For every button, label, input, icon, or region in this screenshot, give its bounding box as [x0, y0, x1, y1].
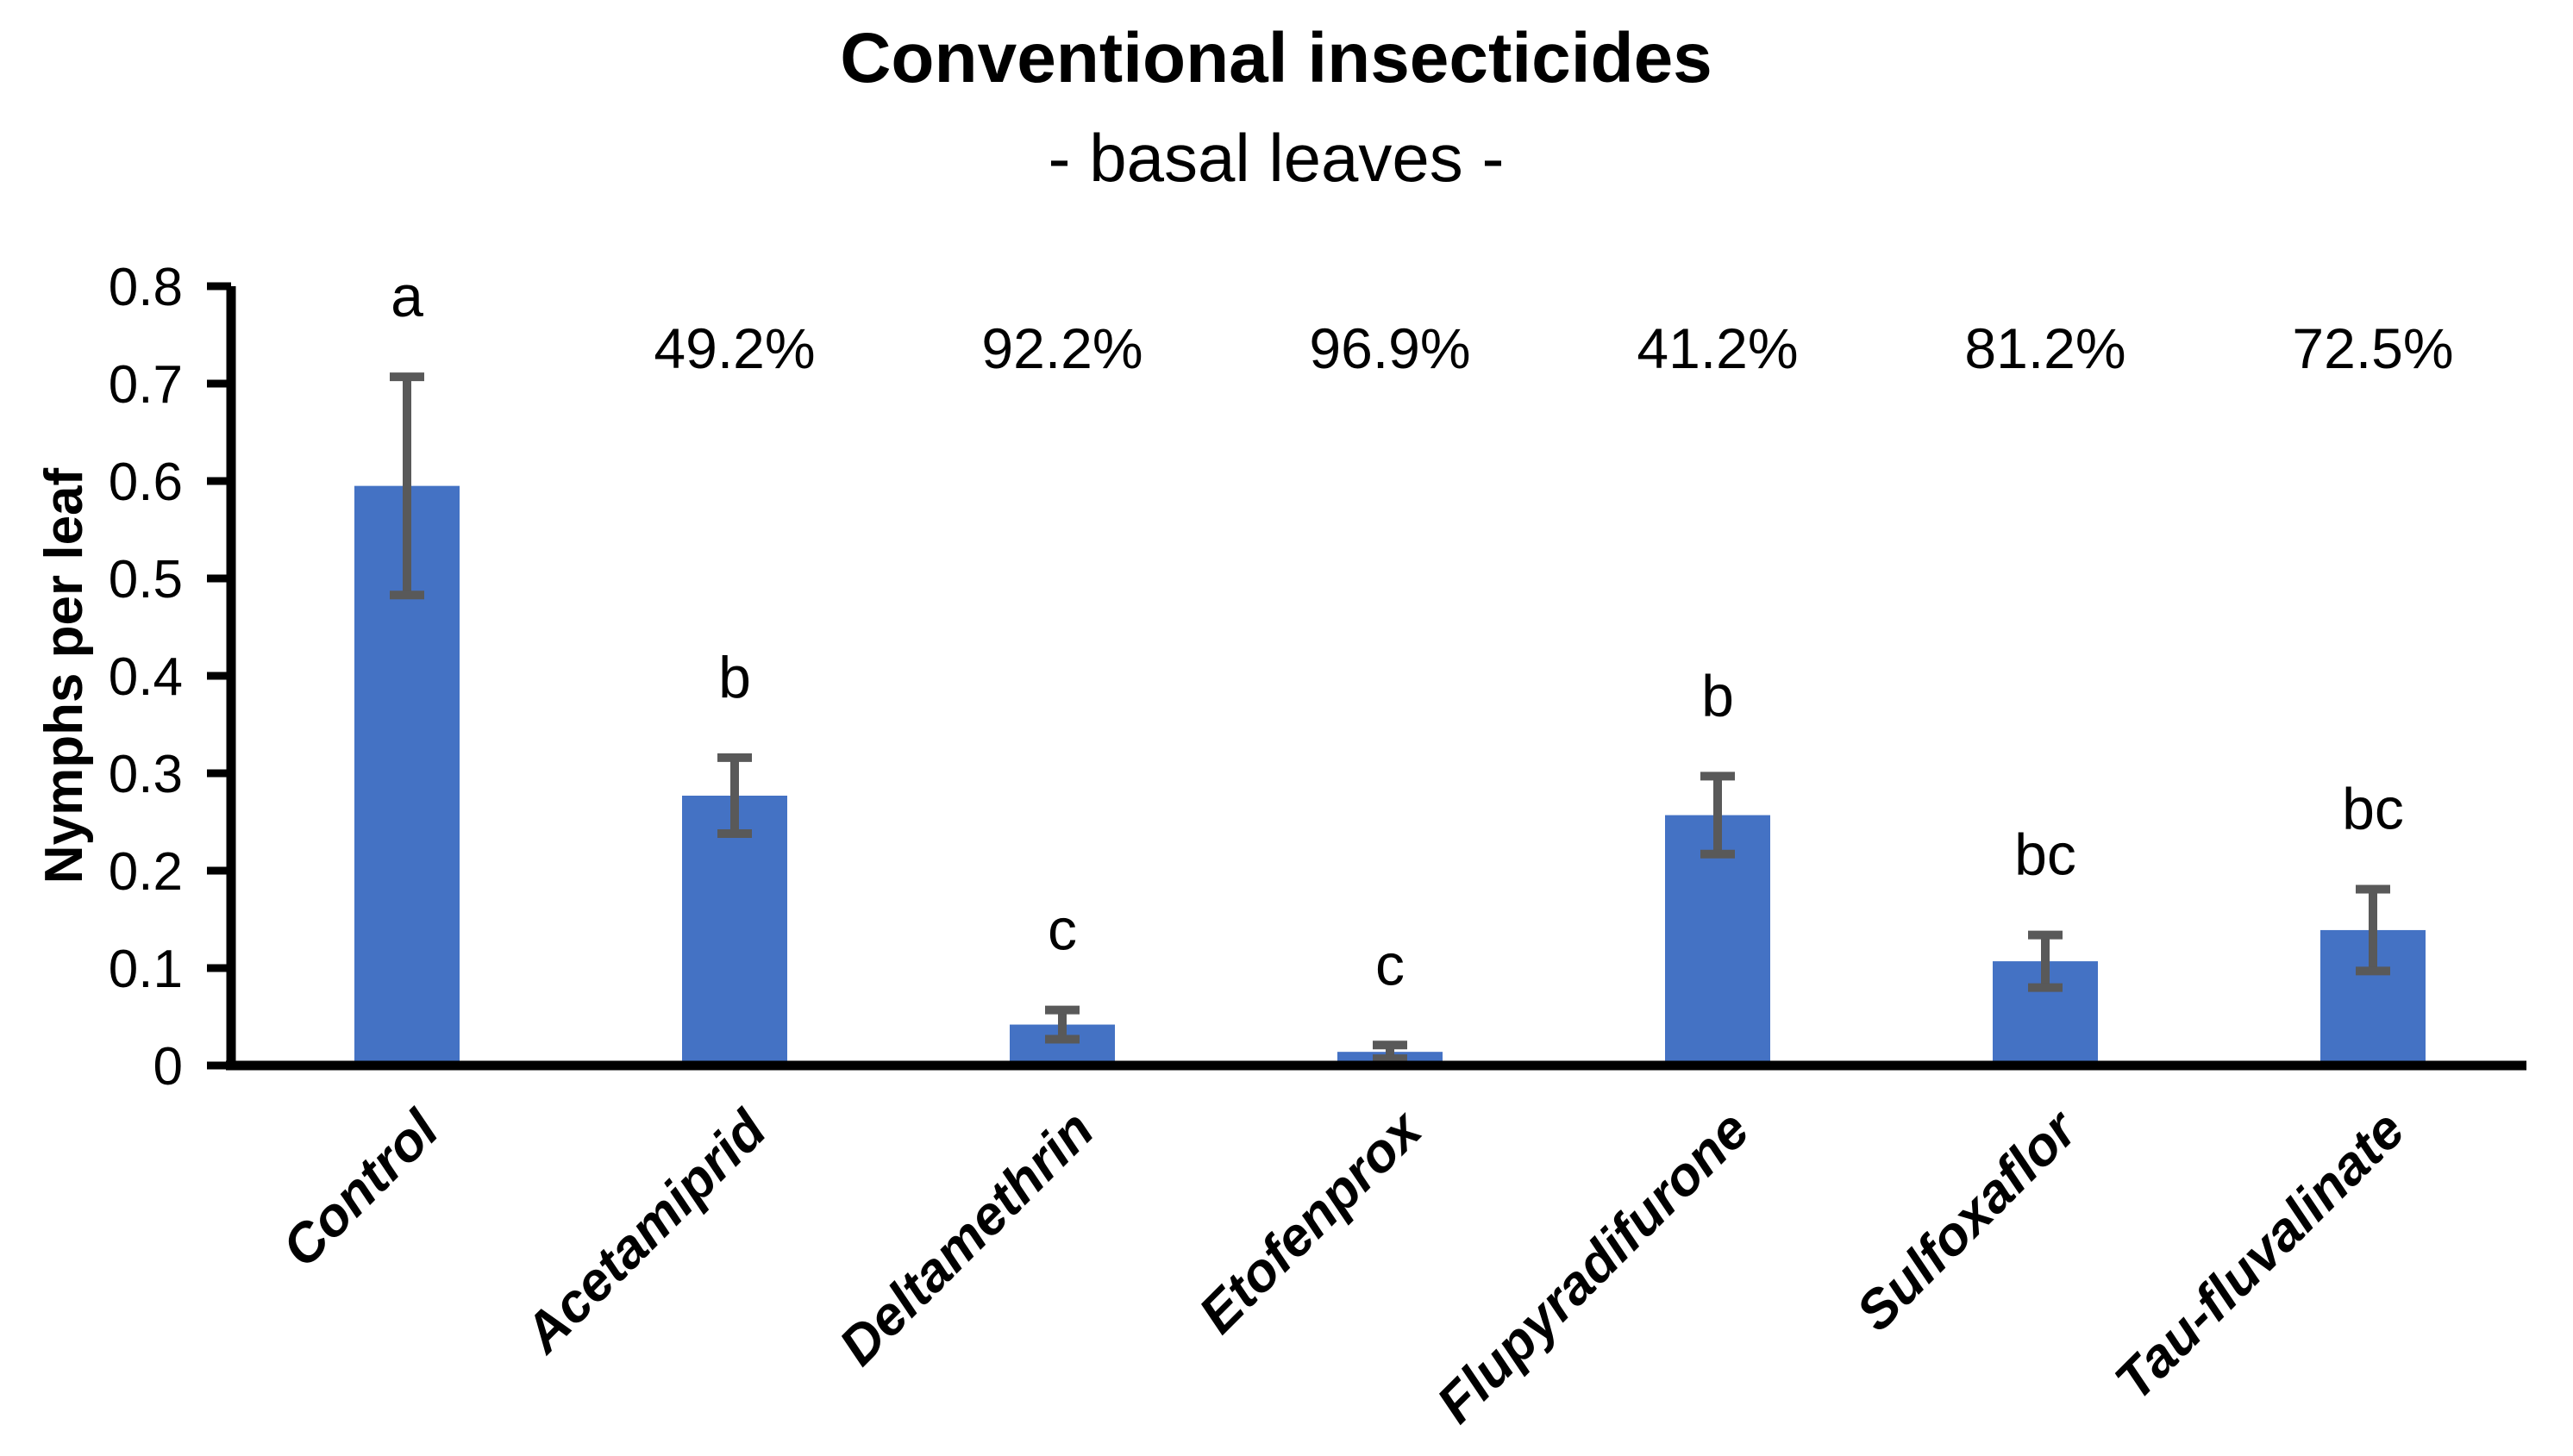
y-tick-label: 0.6	[109, 453, 183, 512]
chart-title: Conventional insecticides	[840, 19, 1712, 97]
x-category-label: Acetamiprid	[512, 1098, 779, 1365]
significance-letter: bc	[2014, 822, 2076, 888]
y-tick-label: 0.8	[109, 258, 183, 317]
reduction-percentage: 72.5%	[2292, 316, 2453, 380]
plot-area: 0 0.1 0.2 0.3 0.4 0.5 0.6 0.7 0.8 a Control b 49.2% A…	[109, 258, 2526, 1434]
reduction-percentage: 96.9%	[1309, 316, 1470, 380]
y-tick-label: 0	[153, 1037, 183, 1097]
reduction-percentage: 92.2%	[981, 316, 1143, 380]
x-category-label: Deltamethrin	[828, 1099, 1105, 1377]
significance-letter: b	[1701, 663, 1734, 728]
reduction-percentage: 81.2%	[1964, 316, 2125, 380]
reduction-percentage: 49.2%	[654, 316, 815, 380]
x-category-label: Tau-fluvalinate	[2104, 1099, 2416, 1411]
y-axis-title: Nymphs per leaf	[34, 467, 94, 884]
significance-letter: b	[718, 645, 751, 710]
reduction-percentage: 41.2%	[1637, 316, 1798, 380]
y-tick-label: 0.3	[109, 745, 183, 804]
chart-subtitle: - basal leaves -	[1049, 120, 1505, 196]
significance-letter: c	[1048, 897, 1077, 963]
x-category-label: Sulfoxaflor	[1845, 1097, 2091, 1343]
significance-letter: a	[391, 264, 423, 329]
bar-acetamiprid	[682, 795, 787, 1065]
y-tick-label: 0.4	[109, 647, 183, 707]
y-tick-label: 0.2	[109, 842, 183, 902]
x-category-label: Etofenprox	[1187, 1097, 1435, 1345]
x-category-label: Flupyradifurone	[1425, 1099, 1761, 1434]
y-tick-label: 0.7	[109, 355, 183, 415]
x-category-label: Control	[271, 1098, 451, 1278]
significance-letter: bc	[2342, 776, 2404, 841]
y-tick-label: 0.1	[109, 940, 183, 999]
y-tick-label: 0.5	[109, 550, 183, 609]
significance-letter: c	[1375, 932, 1405, 997]
